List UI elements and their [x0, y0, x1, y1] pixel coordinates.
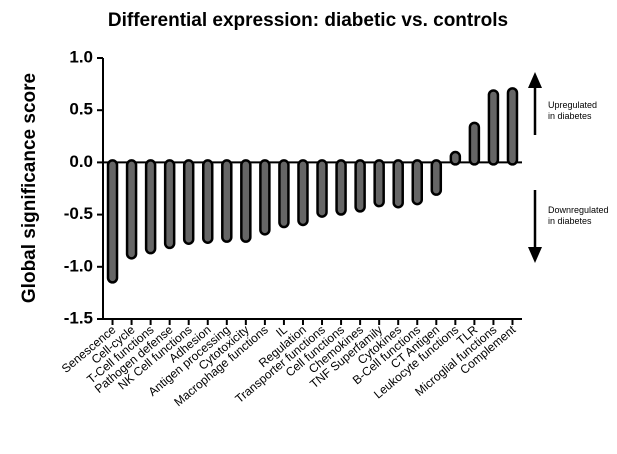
- bar: [373, 159, 385, 208]
- bar: [297, 159, 309, 227]
- bar: [487, 89, 500, 166]
- bar: [144, 159, 157, 255]
- bar: [506, 87, 519, 166]
- bar: [259, 159, 271, 236]
- bar: [316, 159, 328, 218]
- bar: [240, 159, 252, 243]
- bar: [411, 159, 423, 206]
- bar: [125, 159, 138, 260]
- bar: [182, 159, 195, 245]
- bar: [221, 159, 233, 243]
- bar: [392, 159, 404, 209]
- bar: [163, 159, 176, 250]
- annotation: in diabetes: [548, 216, 592, 226]
- bar: [335, 159, 347, 216]
- bar: [278, 159, 290, 229]
- chart-title: Differential expression: diabetic vs. co…: [108, 10, 508, 31]
- bar: [202, 159, 214, 244]
- bar: [449, 150, 462, 166]
- bar: [354, 159, 366, 213]
- annotation: Downregulated: [548, 205, 609, 215]
- y-axis-label: Global significance score: [19, 73, 40, 303]
- annotation: Upregulated: [548, 100, 597, 110]
- y-tick-label: 0.0: [69, 152, 93, 171]
- y-tick-label: -0.5: [64, 204, 93, 223]
- arrows: [528, 72, 542, 263]
- up-arrow-head: [528, 72, 542, 88]
- bar: [430, 159, 443, 196]
- bar: [468, 121, 481, 166]
- down-arrow-head: [528, 247, 542, 263]
- bar: [106, 159, 119, 284]
- annotation: in diabetes: [548, 111, 592, 121]
- y-tick-label: -1.5: [64, 308, 93, 327]
- y-tick-label: 1.0: [69, 47, 93, 66]
- y-tick-label: 0.5: [69, 100, 93, 119]
- y-tick-label: -1.0: [64, 256, 93, 275]
